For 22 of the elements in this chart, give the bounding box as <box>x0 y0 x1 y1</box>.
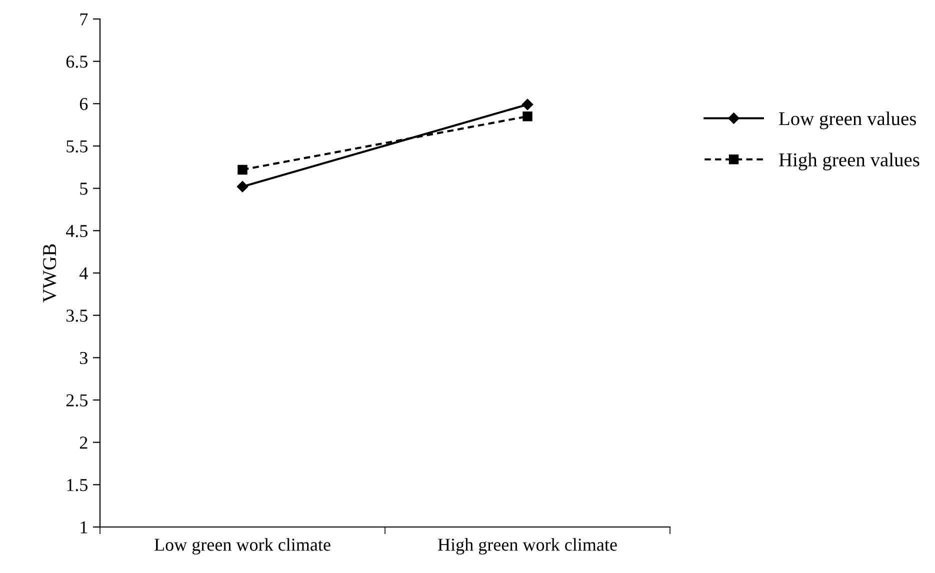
y-tick-label: 2.5 <box>66 394 88 407</box>
y-tick-label: 5 <box>80 182 88 195</box>
legend-label: High green values <box>779 152 920 170</box>
y-axis-title: VWGB <box>43 244 56 302</box>
y-tick-label: 6 <box>80 98 88 110</box>
y-tick-label: 7 <box>80 13 88 26</box>
legend-label: Low green values <box>779 112 916 130</box>
y-tick-label: 6.5 <box>66 56 88 68</box>
x-tick-label: Low green work climate <box>154 538 330 555</box>
point <box>238 164 248 175</box>
point <box>236 181 248 192</box>
y-tick-label: 4.5 <box>66 225 88 238</box>
y-tick-label: 2 <box>80 436 88 449</box>
y-tick-label: 3.5 <box>66 310 88 322</box>
point <box>522 98 534 110</box>
y-tick-label: 5.5 <box>66 140 88 153</box>
y-tick-label: 1.5 <box>67 479 88 492</box>
point <box>522 112 532 122</box>
x-tick-label: High green work climate <box>438 538 617 555</box>
y-tick-label: 3 <box>80 352 88 364</box>
y-tick-label: 4 <box>80 267 88 280</box>
y-tick-label: 1 <box>80 521 88 534</box>
